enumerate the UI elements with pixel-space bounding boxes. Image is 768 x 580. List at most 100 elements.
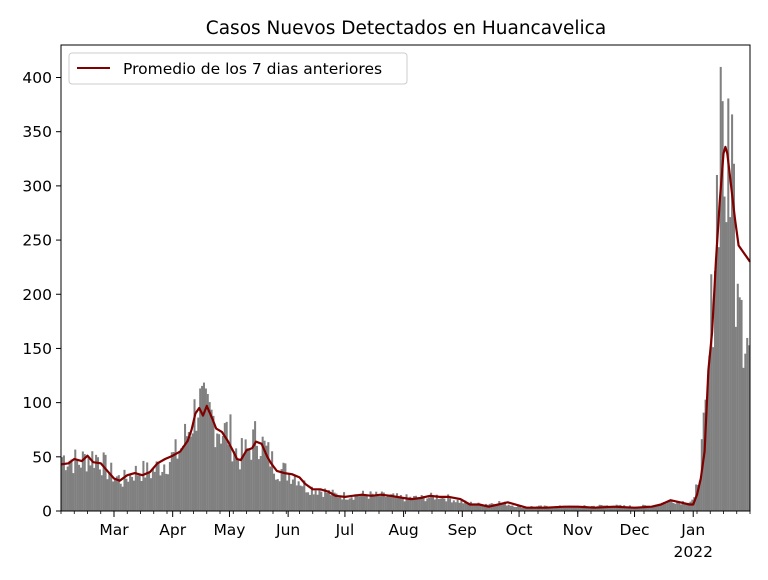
bar bbox=[240, 438, 243, 511]
bar bbox=[475, 504, 478, 511]
bar bbox=[727, 98, 730, 511]
y-tick-label: 0 bbox=[42, 503, 52, 521]
bar bbox=[526, 507, 529, 511]
bar bbox=[585, 506, 588, 511]
bar bbox=[343, 492, 346, 511]
bar bbox=[471, 504, 474, 511]
bar bbox=[358, 496, 361, 511]
bar bbox=[500, 502, 503, 511]
bar bbox=[449, 498, 452, 511]
bar bbox=[729, 217, 732, 511]
bar bbox=[297, 481, 300, 511]
bar bbox=[437, 499, 440, 511]
bar bbox=[697, 484, 700, 511]
x-axis: Mar Apr May Jun Jul Aug Sep Oct Nov Dec Jan 2022 bbox=[60, 511, 751, 561]
bar bbox=[426, 498, 429, 511]
bars-group bbox=[61, 66, 751, 512]
bar bbox=[712, 347, 715, 511]
bar bbox=[193, 399, 196, 511]
bar bbox=[102, 452, 105, 511]
bar bbox=[634, 507, 637, 511]
bar bbox=[254, 421, 257, 511]
bar bbox=[532, 506, 535, 511]
bar bbox=[61, 457, 64, 511]
bar bbox=[377, 493, 380, 511]
bar bbox=[206, 394, 209, 511]
avg-line bbox=[60, 145, 751, 509]
bar bbox=[748, 345, 751, 511]
bar bbox=[129, 473, 132, 511]
bar bbox=[229, 414, 232, 511]
bar bbox=[397, 496, 400, 511]
bar bbox=[458, 502, 461, 511]
bar bbox=[286, 480, 289, 511]
y-tick-label: 50 bbox=[32, 448, 52, 466]
bar bbox=[632, 507, 635, 511]
bar bbox=[288, 473, 291, 511]
bar bbox=[723, 196, 726, 512]
bar bbox=[267, 442, 270, 511]
bar bbox=[439, 498, 442, 511]
bar bbox=[153, 471, 156, 511]
y-tick-label: 200 bbox=[22, 286, 52, 304]
bar bbox=[551, 507, 554, 511]
bar bbox=[403, 501, 406, 511]
bar bbox=[464, 500, 467, 511]
bar bbox=[290, 483, 293, 511]
bar bbox=[560, 507, 563, 511]
bar bbox=[167, 474, 170, 511]
bar bbox=[155, 461, 158, 511]
bar bbox=[396, 493, 399, 511]
bar bbox=[305, 492, 308, 511]
bar bbox=[541, 506, 544, 511]
bar bbox=[422, 496, 425, 511]
x-tick-label: Nov bbox=[563, 521, 593, 539]
bar bbox=[657, 504, 660, 511]
bar bbox=[520, 507, 523, 511]
bar bbox=[146, 462, 149, 511]
bar bbox=[261, 436, 264, 511]
bar bbox=[626, 507, 629, 511]
bar bbox=[85, 471, 88, 511]
bar bbox=[485, 503, 488, 511]
bar bbox=[293, 475, 296, 511]
bar bbox=[110, 462, 113, 511]
bar bbox=[479, 504, 482, 511]
bar bbox=[640, 506, 643, 511]
bar bbox=[609, 507, 612, 511]
bar bbox=[95, 454, 98, 511]
bar bbox=[356, 495, 359, 511]
bar bbox=[746, 337, 749, 511]
bar bbox=[221, 435, 224, 511]
bar bbox=[184, 423, 187, 511]
bar bbox=[558, 505, 561, 511]
bar bbox=[225, 421, 228, 511]
bar bbox=[462, 503, 465, 511]
bar bbox=[714, 270, 717, 511]
y-tick-label: 250 bbox=[22, 232, 52, 250]
bar bbox=[672, 503, 675, 511]
bar bbox=[322, 496, 325, 511]
bar bbox=[78, 464, 81, 511]
y-tick-label: 400 bbox=[22, 69, 52, 87]
bar bbox=[223, 423, 226, 511]
bar bbox=[119, 483, 122, 511]
bar bbox=[454, 502, 457, 511]
bar bbox=[123, 469, 126, 511]
bar bbox=[483, 505, 486, 511]
bar bbox=[424, 501, 427, 511]
bar bbox=[390, 494, 393, 511]
bar bbox=[399, 494, 402, 511]
bar bbox=[744, 353, 747, 511]
bar bbox=[216, 433, 219, 511]
bar bbox=[594, 507, 597, 511]
bar bbox=[284, 463, 287, 511]
bar bbox=[553, 507, 556, 511]
bar bbox=[365, 495, 368, 511]
bar bbox=[706, 386, 709, 511]
bar bbox=[114, 478, 117, 511]
y-tick-label: 100 bbox=[22, 394, 52, 412]
bar bbox=[331, 489, 334, 511]
bar bbox=[611, 506, 614, 511]
bar bbox=[339, 496, 342, 511]
